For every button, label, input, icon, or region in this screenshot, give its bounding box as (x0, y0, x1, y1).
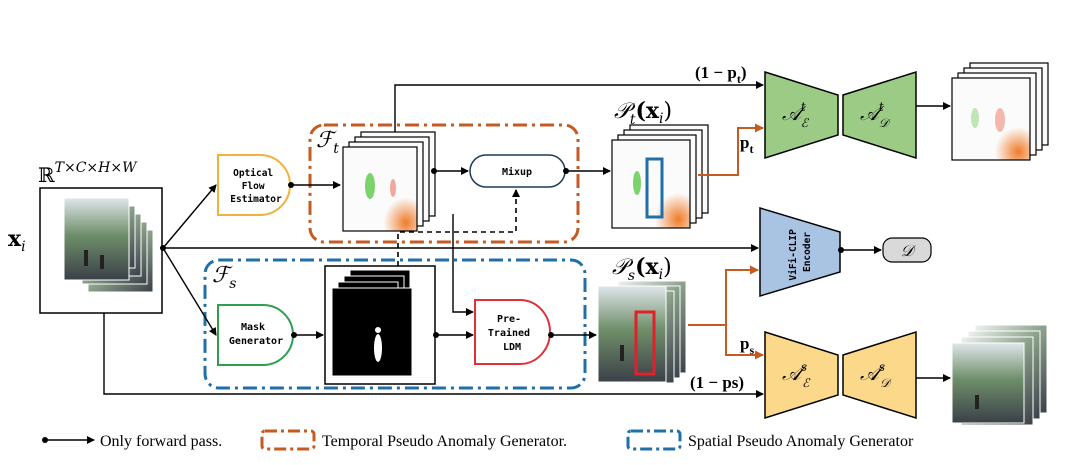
ps-label: 𝒫s(xi) (612, 254, 672, 284)
spatial-group-box (203, 258, 587, 390)
temporal-encoder-label: 𝒜t ℰ (782, 100, 810, 130)
temporal-decoder (842, 70, 917, 160)
spatial-output-stack (951, 324, 1048, 426)
d-output-label: 𝒟 (901, 241, 917, 260)
temporal-output-stack (951, 62, 1049, 161)
ps-anomaly-box (634, 310, 656, 376)
ps-frames-stack (597, 280, 687, 384)
pt-anomaly-box (645, 157, 664, 219)
legend-temporal-label: Temporal Pseudo Anomaly Generator. (322, 433, 567, 450)
spatial-decoder (842, 330, 917, 420)
spatial-decoder-label: 𝒜s 𝒟 (860, 360, 892, 390)
input-var: xi (8, 226, 26, 255)
one-minus-ps-label: (1 − ps) (690, 373, 744, 392)
mask-generator-block (217, 304, 294, 366)
temporal-encoder (764, 70, 839, 160)
legend-forward-label: Only forward pass. (100, 433, 222, 450)
mask-frames-stack (331, 269, 413, 378)
ft-label: ℱt (316, 128, 339, 157)
spatial-encoder (764, 330, 839, 420)
ps-prob-label: ps (740, 334, 754, 357)
pt-label: 𝒫t(xi) (614, 98, 672, 128)
vifi-clip-label: ViFi-CLIP Encoder (788, 223, 813, 280)
d-output-block (882, 237, 932, 263)
flow-frames-stack (342, 131, 436, 232)
mask-generator-label: Mask Generator (229, 322, 283, 347)
input-frame-stack (63, 197, 154, 293)
legend: Only forward pass. Temporal Pseudo Anoma… (42, 429, 914, 451)
temporal-group-box (308, 123, 580, 244)
fs-label: ℱs (212, 263, 236, 292)
mixup-label: Mixup (502, 166, 532, 178)
input-dims: ℝT×C×H×W (38, 160, 138, 187)
spatial-encoder-label: 𝒜s ℰ (782, 360, 811, 390)
pt-frames-stack (611, 124, 709, 229)
optical-flow-label: Optical Flow Estimator (230, 168, 282, 205)
ldm-label: Pre- Trained LDM (488, 314, 536, 353)
legend-spatial-label: Spatial Pseudo Anomaly Generator (688, 433, 914, 450)
one-minus-pt-label: (1 − pt) (695, 63, 746, 86)
temporal-decoder-label: 𝒜t 𝒟 (860, 100, 891, 130)
vifi-clip-encoder (759, 206, 841, 298)
pt-prob-label: pt (740, 133, 753, 156)
